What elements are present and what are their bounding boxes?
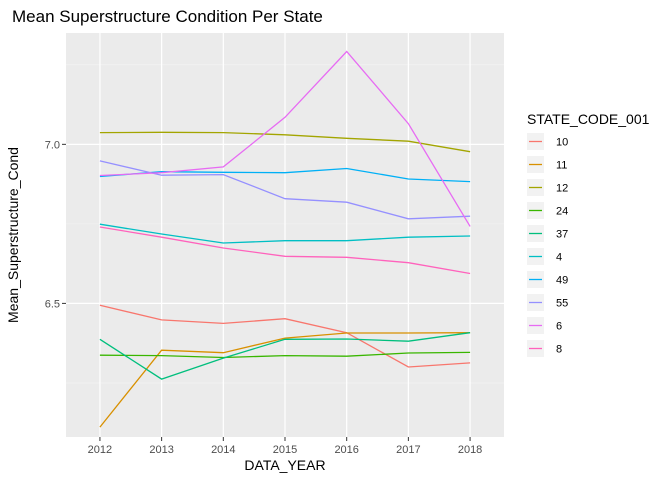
legend-item-4: 4 (527, 248, 562, 265)
y-axis-title: Mean_Superstructure_Cond (5, 147, 21, 323)
legend: STATE_CODE_001 10 11 12 24 37 4 49 55 6 8 (527, 111, 650, 357)
legend-label: 55 (556, 298, 568, 310)
legend-label: 49 (556, 275, 568, 287)
legend-item-8: 8 (527, 340, 562, 357)
legend-title: STATE_CODE_001 (527, 111, 650, 127)
x-tick-label: 2013 (149, 444, 173, 456)
y-tick-label: 6.5 (45, 298, 60, 310)
series-line-24 (99, 351, 471, 359)
legend-item-49: 49 (527, 271, 568, 288)
legend-item-11: 11 (527, 156, 567, 173)
series-lines (99, 50, 471, 428)
x-tick-label: 2016 (334, 444, 358, 456)
x-tick-label: 2014 (211, 444, 235, 456)
legend-item-12: 12 (527, 179, 568, 196)
legend-item-10: 10 (527, 133, 568, 150)
legend-label: 6 (556, 321, 562, 333)
legend-label: 8 (556, 344, 562, 356)
series-line-11 (99, 332, 471, 428)
x-tick-label: 2018 (458, 444, 482, 456)
legend-label: 10 (556, 137, 568, 149)
major-gridlines (66, 33, 504, 437)
series-line-12 (99, 131, 471, 153)
x-tick-label: 2017 (396, 444, 420, 456)
x-tick-label: 2015 (273, 444, 297, 456)
legend-item-6: 6 (527, 317, 562, 334)
chart-title: Mean Superstructure Condition Per State (12, 7, 323, 26)
legend-label: 4 (556, 252, 562, 264)
series-line-8 (99, 226, 471, 275)
x-tick-label: 2012 (88, 444, 112, 456)
legend-item-37: 37 (527, 225, 568, 242)
y-axis-ticks: 6.5 7.0 (45, 139, 66, 310)
legend-item-55: 55 (527, 294, 568, 311)
series-line-4 (99, 223, 471, 244)
legend-label: 12 (556, 183, 568, 195)
series-line-55 (99, 160, 471, 220)
legend-label: 11 (556, 160, 567, 172)
x-axis-ticks: 2012 2013 2014 2015 2016 2017 2018 (88, 437, 482, 456)
y-tick-label: 7.0 (45, 139, 60, 151)
series-line-6 (99, 50, 471, 227)
series-line-37 (99, 332, 471, 380)
legend-items: 10 11 12 24 37 4 49 55 6 8 (527, 133, 568, 357)
series-line-10 (99, 304, 471, 368)
x-axis-title: DATA_YEAR (244, 457, 325, 473)
legend-label: 24 (556, 206, 568, 218)
legend-item-24: 24 (527, 202, 568, 219)
series-line-49 (99, 167, 471, 183)
legend-label: 37 (556, 229, 568, 241)
